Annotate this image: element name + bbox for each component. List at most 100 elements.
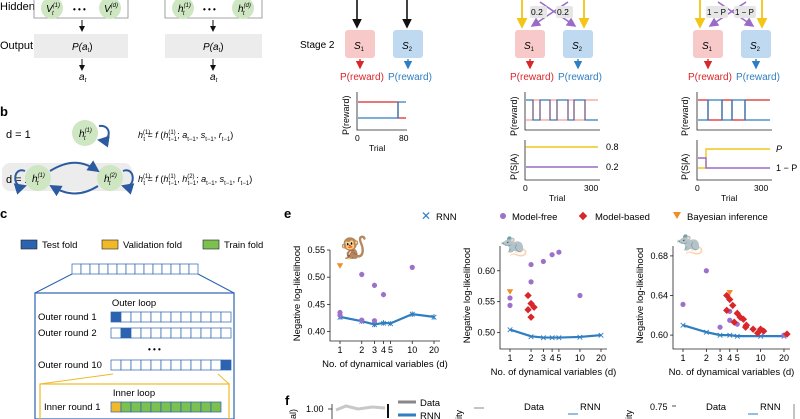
- inner-round-1-label: Inner round 1: [44, 402, 101, 413]
- outer-loop-box: [34, 292, 235, 419]
- f-col3-data-label: Data: [706, 402, 727, 413]
- outer-round-2-row: [110, 327, 232, 339]
- col3-prob-bg-2: [734, 6, 756, 18]
- hidden-box-left: [33, 0, 129, 19]
- x-tick-label: 5: [388, 345, 393, 355]
- x-axis-label: No. of dynamical variables (d): [669, 367, 795, 378]
- x-tick-label: 3: [372, 345, 377, 355]
- col1-trial: Trial: [369, 143, 385, 153]
- col1-reward-ylabel: P(reward): [341, 95, 351, 135]
- axes: [499, 246, 607, 350]
- inner1-cell: [140, 401, 152, 413]
- x-tick-label: 1: [680, 353, 685, 363]
- outer2-cell: [180, 327, 192, 339]
- model-free-point: [371, 282, 378, 288]
- outer-dots: • • •: [148, 345, 161, 354]
- legend-rnn-label: RNN: [436, 212, 457, 223]
- mouse-icon: 🐀: [676, 230, 704, 255]
- dataset-cell: [161, 263, 172, 275]
- col1-preward-s2: P(reward): [388, 72, 432, 83]
- rnn-point: ✕: [716, 331, 724, 341]
- col2-preward-s1: P(reward): [510, 72, 554, 83]
- model-free-point: [380, 291, 387, 298]
- inner1-cell: [160, 401, 172, 413]
- rnn-point: ✕: [576, 332, 584, 342]
- hidden-label: Hidden: [0, 1, 35, 13]
- col3-sa-axes: [696, 140, 772, 181]
- x-tick-label: 3: [541, 353, 546, 363]
- col1-reward-line-s2: [358, 101, 406, 119]
- dataset-cell: [188, 263, 199, 275]
- x-tick-label: 4: [550, 353, 555, 363]
- dataset-cell: [116, 263, 127, 275]
- outer1-cell: [170, 311, 182, 323]
- outer1-cell: [150, 311, 162, 323]
- col3-val-p: P: [776, 144, 782, 154]
- action-left: at: [79, 72, 87, 84]
- rnn-point: ✕: [555, 333, 563, 343]
- y-tick-label: 0.55: [477, 297, 495, 307]
- model-based-point: [739, 315, 748, 323]
- rnn-line: [509, 328, 602, 339]
- col1-reward-axes: [356, 92, 407, 131]
- legend-rnn-marker: ✕: [421, 209, 431, 223]
- outer10-cell: [220, 359, 232, 371]
- rnn-point: ✕: [703, 328, 711, 338]
- col3-sa-line-common: [698, 148, 770, 169]
- inner1-cell: [110, 401, 122, 413]
- model-free-point: [359, 271, 365, 278]
- rnn-point: ✕: [726, 331, 734, 341]
- chart-rat: 0.50 0.55 0.60 1 2 3 4 5 10 20 No. of dynamical va…: [462, 246, 616, 378]
- x-tick-label: 4: [381, 345, 386, 355]
- monkey-icon: 🐒: [340, 235, 367, 260]
- output-box-right: [165, 34, 262, 58]
- col1-s1-label: S1: [354, 41, 365, 53]
- outer-round-10-label: Outer round 10: [38, 360, 102, 371]
- col3-sa-line-rare: [698, 157, 770, 169]
- b-node-h2-d2-label: h(2) t: [104, 173, 117, 187]
- hidden-node-hd: [232, 0, 254, 19]
- node-vd-label: V(d) t: [104, 3, 118, 17]
- b-node-h2-d2: [97, 165, 123, 191]
- panel-b: b d = 1 h(1) t h(1) t = f (h(1) t−1; at−1, …: [0, 104, 252, 197]
- outer1-cell: [130, 311, 142, 323]
- col2-prob-2: 0.2: [557, 7, 569, 17]
- outer2-cell: [150, 327, 162, 339]
- col3-prob-bg-1: [706, 6, 728, 18]
- col3-prob-2: 1 − P: [735, 8, 754, 17]
- dataset-cell: [134, 263, 145, 275]
- col2-reward-line-s2: [526, 99, 598, 121]
- model-free-point: [717, 324, 723, 330]
- rnn-point: ✕: [679, 321, 687, 331]
- f-partial-ylabel-3: ity: [624, 410, 634, 419]
- rnn-point: ✕: [548, 333, 556, 343]
- y-tick-label: 0.40: [307, 327, 325, 337]
- col3-tick-300: 300: [754, 183, 768, 193]
- model-free-point: [507, 302, 513, 308]
- b-node-h1: [72, 120, 98, 146]
- col3-reward-line-s1: [698, 99, 770, 121]
- rnn-point: ✕: [540, 333, 548, 343]
- outer1-cell: [210, 311, 222, 323]
- outer2-cell: [160, 327, 172, 339]
- outer1-cell: [110, 311, 122, 323]
- inner1-cell: [120, 401, 132, 413]
- outer2-cell: [200, 327, 212, 339]
- legend-validation-label: Validation fold: [123, 240, 182, 251]
- b-node-h1-d2: [25, 165, 51, 191]
- col3-reward-axes: [696, 92, 772, 131]
- x-tick-label: 1: [337, 345, 342, 355]
- model-free-point: [528, 261, 534, 268]
- col2-s2-label: S2: [572, 41, 583, 53]
- task-col-2: 0.2 0.2 S1 S2 P(reward) P(reward) P(rewa…: [509, 0, 619, 203]
- rnn-point: ✕: [387, 319, 395, 329]
- axes: [329, 250, 440, 342]
- col2-sa-axes: [524, 140, 600, 181]
- outer10-cell: [160, 359, 172, 371]
- col1-tick-0: 0: [355, 133, 360, 143]
- col3-preward-s1: P(reward): [688, 72, 732, 83]
- x-axis-label: No. of dynamical variables (d): [491, 367, 617, 378]
- model-based-point: [524, 291, 532, 300]
- panel-f-letter: f: [285, 393, 290, 408]
- col2-sa-ylabel: P(S|A): [509, 154, 519, 180]
